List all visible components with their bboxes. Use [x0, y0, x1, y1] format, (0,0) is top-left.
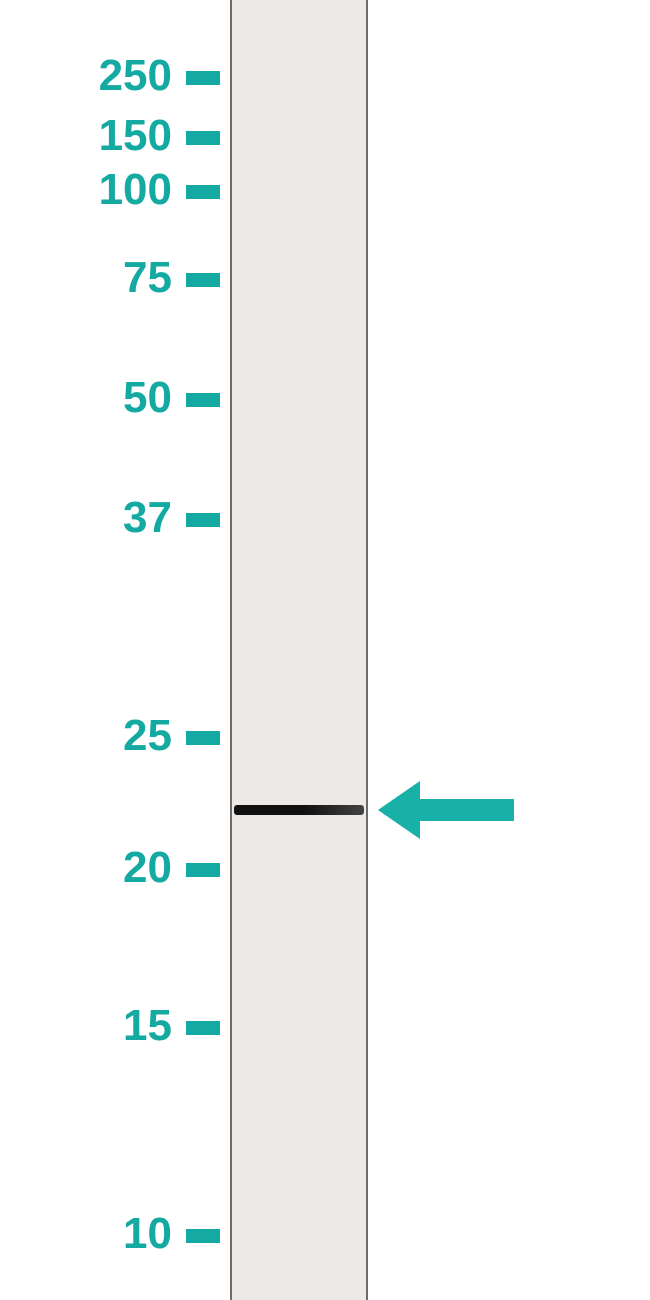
gel-lane	[232, 0, 366, 1300]
western-blot-figure: 250 150100 75 50 37 25 20 15 10	[0, 0, 650, 1300]
marker-label: 37	[123, 493, 172, 543]
marker-label: 100	[99, 165, 172, 215]
marker-tick	[186, 71, 220, 85]
marker-label: 10	[123, 1209, 172, 1259]
gel-lane-border-left	[230, 0, 232, 1300]
marker-tick	[186, 131, 220, 145]
marker-tick	[186, 1229, 220, 1243]
marker-label: 20	[123, 843, 172, 893]
gel-lane-border-right	[366, 0, 368, 1300]
marker-tick	[186, 513, 220, 527]
protein-band	[234, 805, 364, 815]
band-indicator-arrow	[378, 781, 514, 839]
marker-label: 250	[99, 51, 172, 101]
marker-label: 50	[123, 373, 172, 423]
marker-tick	[186, 731, 220, 745]
marker-label: 25	[123, 711, 172, 761]
marker-tick	[186, 863, 220, 877]
marker-tick	[186, 1021, 220, 1035]
marker-tick	[186, 273, 220, 287]
arrow-head-icon	[378, 781, 420, 839]
arrow-shaft	[420, 799, 514, 821]
marker-tick	[186, 185, 220, 199]
marker-label: 150	[99, 111, 172, 161]
marker-tick	[186, 393, 220, 407]
marker-label: 15	[123, 1001, 172, 1051]
marker-label: 75	[123, 253, 172, 303]
